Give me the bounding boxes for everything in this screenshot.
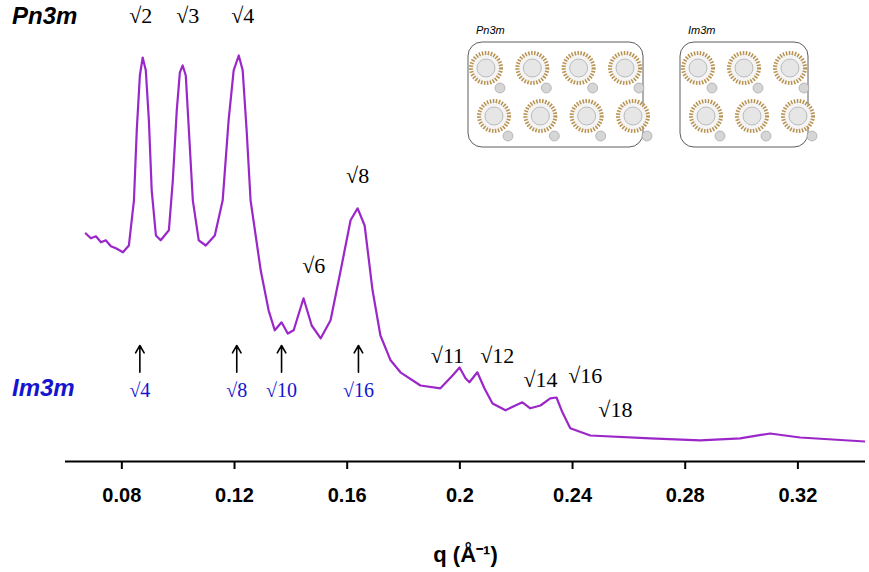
svg-text:√8: √8: [346, 163, 369, 188]
svg-text:√3: √3: [176, 3, 199, 28]
svg-text:0.28: 0.28: [666, 484, 705, 506]
svg-text:√4: √4: [231, 3, 254, 28]
svg-text:√14: √14: [523, 367, 557, 392]
svg-text:√12: √12: [480, 343, 514, 368]
svg-text:√10: √10: [266, 379, 297, 401]
svg-text:√6: √6: [302, 253, 325, 278]
svg-text:0.08: 0.08: [102, 484, 141, 506]
svg-text:√16: √16: [343, 379, 374, 401]
svg-text:√11: √11: [431, 343, 464, 368]
html-text:Im3m: Im3m: [12, 374, 75, 401]
svg-text:Im3m: Im3m: [688, 24, 716, 36]
svg-text:0.16: 0.16: [328, 484, 367, 506]
html-text:Pn3m: Pn3m: [12, 2, 78, 29]
svg-text:√4: √4: [129, 379, 150, 401]
svg-text:√8: √8: [226, 379, 247, 401]
svg-text:0.12: 0.12: [215, 484, 254, 506]
svg-text:√16: √16: [568, 363, 602, 388]
svg-text:√18: √18: [598, 397, 632, 422]
svg-text:Pn3m: Pn3m: [476, 24, 505, 36]
svg-text:0.2: 0.2: [446, 484, 474, 506]
svg-text:0.24: 0.24: [553, 484, 593, 506]
svg-text:0.32: 0.32: [778, 484, 817, 506]
svg-text:q (Å⁻¹): q (Å⁻¹): [433, 541, 497, 567]
svg-text:√2: √2: [129, 3, 152, 28]
